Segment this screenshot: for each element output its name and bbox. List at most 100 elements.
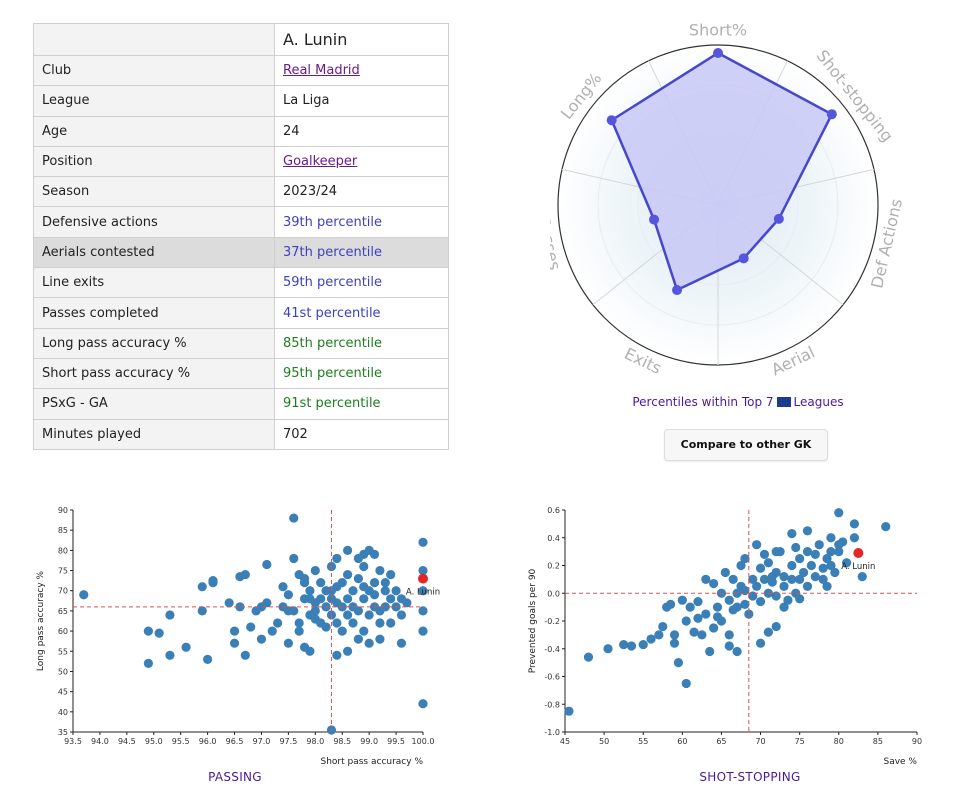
data-point xyxy=(289,513,299,523)
data-point xyxy=(814,540,824,550)
data-point xyxy=(748,574,758,584)
data-point xyxy=(795,594,805,604)
stat-value: 39th percentile xyxy=(274,206,449,238)
data-point xyxy=(235,602,245,612)
data-point xyxy=(779,572,789,582)
data-point xyxy=(752,540,762,550)
radar-point xyxy=(773,213,784,224)
data-point xyxy=(359,594,369,604)
data-point xyxy=(369,590,380,600)
x-tick-label: 80 xyxy=(834,737,844,746)
stat-value-text: La Liga xyxy=(283,93,330,109)
table-row: Age 24 xyxy=(33,115,449,147)
highlight-point xyxy=(418,573,428,584)
data-point xyxy=(701,609,711,619)
data-point xyxy=(818,563,828,573)
data-point xyxy=(881,522,891,532)
x-tick-label: 96.0 xyxy=(199,737,217,746)
data-point xyxy=(783,595,793,605)
data-point xyxy=(197,582,207,592)
y-tick-label: -0.8 xyxy=(544,700,560,709)
data-point xyxy=(224,598,234,608)
stat-value-link[interactable]: Goalkeeper xyxy=(283,154,358,170)
data-point xyxy=(693,613,703,623)
data-point xyxy=(418,565,428,576)
data-point xyxy=(798,567,809,578)
data-point xyxy=(673,658,684,668)
stat-value-text: 39th percentile xyxy=(283,214,383,230)
y-tick-label: -0.2 xyxy=(544,617,560,626)
data-point xyxy=(603,644,613,654)
y-tick-label: 45 xyxy=(58,688,68,697)
table-row: Club Real Madrid xyxy=(33,54,449,87)
table-row: PSxG - GA 91st percentile xyxy=(33,388,449,420)
data-point xyxy=(759,574,770,584)
stat-value-link[interactable]: Real Madrid xyxy=(283,63,360,79)
data-point xyxy=(79,590,89,600)
data-point xyxy=(826,533,836,543)
stat-value-text: 37th percentile xyxy=(283,244,383,260)
data-point xyxy=(396,610,407,620)
data-point xyxy=(810,572,820,582)
table-row: Position Goalkeeper xyxy=(33,145,449,178)
x-tick-label: 90 xyxy=(912,737,922,746)
radar-point xyxy=(649,214,660,225)
data-point xyxy=(830,567,840,578)
data-point xyxy=(681,678,691,689)
stat-value-text: 85th percentile xyxy=(283,335,383,351)
data-point xyxy=(380,578,390,588)
data-point xyxy=(316,578,326,588)
data-point xyxy=(165,650,175,660)
table-row: Defensive actions 39th percentile xyxy=(33,206,449,238)
data-point xyxy=(143,626,153,636)
x-tick-label: 94.5 xyxy=(118,737,136,746)
stat-label: PSxG - GA xyxy=(33,388,275,420)
data-point xyxy=(802,547,813,557)
data-point xyxy=(822,581,832,591)
stat-label: Defensive actions xyxy=(33,206,275,238)
stat-label: Aerials contested xyxy=(33,236,275,269)
radar-point xyxy=(672,285,683,296)
data-point xyxy=(391,586,401,596)
data-point xyxy=(343,545,353,555)
data-point xyxy=(787,560,797,571)
data-point xyxy=(380,602,390,612)
y-axis-label: Prevented goals per 90 xyxy=(528,568,538,673)
stat-label: Long pass accuracy % xyxy=(33,327,275,359)
data-point xyxy=(418,626,428,636)
data-point xyxy=(787,574,797,584)
stat-value: 95th percentile xyxy=(274,357,449,390)
data-point xyxy=(386,594,396,604)
data-point xyxy=(818,574,828,584)
data-point xyxy=(669,630,680,640)
stat-label: Position xyxy=(33,145,275,178)
data-point xyxy=(353,574,363,584)
data-point xyxy=(638,639,648,650)
data-point xyxy=(229,626,240,636)
data-point xyxy=(752,581,762,591)
table-header-row: A. Lunin xyxy=(33,23,449,56)
table-row: Season 2023/24 xyxy=(33,176,449,208)
highlight-label: A. Lunin xyxy=(406,588,440,598)
stat-value-text: 91st percentile xyxy=(283,396,381,412)
data-point xyxy=(857,572,867,582)
data-point xyxy=(755,563,766,573)
compare-gk-button[interactable]: Compare to other GK xyxy=(664,429,828,461)
table-row: Passes completed 41st percentile xyxy=(33,297,449,329)
radar-shape xyxy=(610,51,834,292)
stat-value: 37th percentile xyxy=(274,236,449,269)
data-point xyxy=(364,638,374,648)
data-point xyxy=(767,572,777,582)
data-point xyxy=(763,627,773,637)
x-tick-label: 85 xyxy=(873,737,883,746)
data-point xyxy=(728,605,738,615)
data-point xyxy=(418,606,428,616)
data-point xyxy=(712,602,723,612)
data-point xyxy=(779,581,789,591)
x-tick-label: 99.5 xyxy=(387,737,405,746)
data-point xyxy=(273,618,283,628)
data-point xyxy=(724,641,734,651)
data-point xyxy=(181,642,191,652)
radar-point xyxy=(713,48,723,58)
data-point xyxy=(326,610,337,620)
